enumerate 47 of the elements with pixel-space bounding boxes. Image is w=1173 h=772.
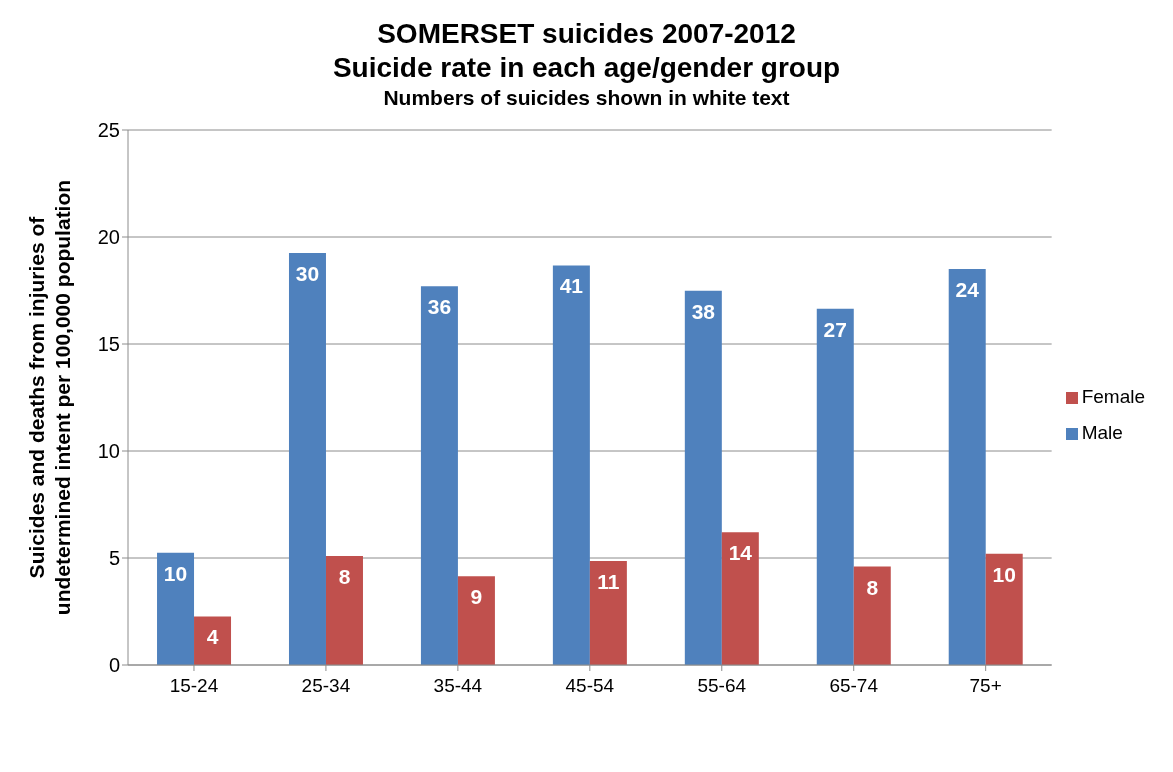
text: Numbers of suicides shown in white text <box>383 86 790 109</box>
bar <box>325 556 363 665</box>
x-tick-label: 65-74 <box>829 675 879 697</box>
bar <box>157 552 195 665</box>
y-tick-label: 25 <box>97 119 120 142</box>
annotation: 41 <box>559 274 584 298</box>
x-tick-label: 25-34 <box>301 675 351 697</box>
bar <box>288 253 326 665</box>
annotation: 11 <box>597 570 620 593</box>
annotation: 8 <box>866 575 879 599</box>
bar <box>552 265 590 665</box>
annotation: 4 <box>206 625 219 649</box>
annotation: 10 <box>992 562 1016 586</box>
y-axis-title: Suicides and deaths from injuries of undetermined intent per 100,000 population <box>25 179 74 616</box>
annotation: 30 <box>295 262 320 286</box>
x-tick-label: 15-24 <box>169 675 219 697</box>
bar <box>985 553 1023 665</box>
annotation: 27 <box>823 317 847 341</box>
y-tick-label: 0 <box>108 654 120 677</box>
y-tick-label: 20 <box>97 226 120 249</box>
bar <box>721 532 759 665</box>
chart-title: SOMERSET suicides 2007-2012 <box>376 18 797 50</box>
bar <box>194 616 232 665</box>
bar <box>948 269 986 665</box>
x-tick-label: 55-64 <box>697 675 747 697</box>
annotation: 36 <box>427 295 452 319</box>
annotation: 9 <box>470 585 483 609</box>
bar <box>853 566 891 665</box>
text: Suicide rate in each age/gender group <box>332 52 841 83</box>
bar <box>420 286 458 665</box>
bar <box>684 290 722 665</box>
annotation: 38 <box>691 299 716 323</box>
legend-label: Male <box>1081 422 1123 443</box>
annotation: 24 <box>955 278 980 302</box>
x-tick-label: 45-54 <box>565 675 615 697</box>
legend-label: Female <box>1081 386 1145 407</box>
annotation: 10 <box>163 561 188 585</box>
x-tick-label: 35-44 <box>433 675 483 697</box>
bar <box>589 561 627 665</box>
bar <box>457 576 495 665</box>
x-tick-label: 75+ <box>969 675 1002 697</box>
annotation: 14 <box>728 541 753 565</box>
y-tick-label: 15 <box>97 333 120 356</box>
annotation: 8 <box>338 565 351 589</box>
bar <box>816 308 854 665</box>
y-tick-label: 5 <box>108 547 120 570</box>
y-tick-label: 10 <box>97 440 120 463</box>
